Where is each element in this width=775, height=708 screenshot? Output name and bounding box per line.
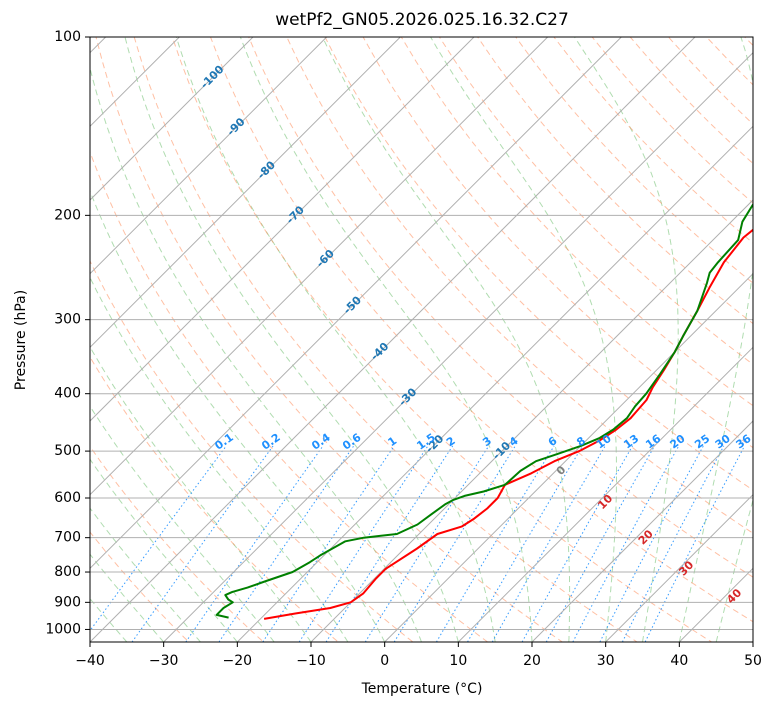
- moist-adiabat: [90, 189, 386, 642]
- plot-area: -100-90-80-70-60-50-40-30-20 -100.1 0.2 0.4…: [90, 37, 753, 642]
- mixing-ratio-line: [131, 445, 274, 642]
- isotherm-line: [310, 199, 753, 642]
- y-tick-label: 600: [54, 490, 81, 506]
- y-axis: 100 200 300 400 500 600 700 800 900 1000: [45, 29, 90, 637]
- moist-adiabat: [322, 37, 571, 642]
- dry-adiabat: [90, 531, 190, 642]
- skewed-isotherms: [90, 37, 753, 642]
- mixing-ratio-line: [621, 445, 725, 642]
- mixing-ratio-line: [262, 445, 395, 642]
- isotherm-line: [90, 37, 475, 422]
- isotherm-line: [163, 51, 753, 642]
- x-tick-label: 40: [670, 653, 688, 669]
- y-tick-label: 300: [54, 312, 81, 328]
- dry-adiabat: [171, 37, 713, 642]
- pressure-gridlines: [90, 37, 753, 630]
- mixing-ratio-line: [325, 445, 454, 642]
- y-tick-label: 700: [54, 530, 81, 546]
- x-tick-label: 20: [523, 653, 541, 669]
- moist-adiabat: [574, 37, 679, 642]
- isotherm-line: [90, 37, 254, 201]
- isotherm-line: [90, 37, 328, 275]
- moist-adiabat: [90, 65, 422, 642]
- moist-adiabat: [430, 37, 617, 642]
- isotherm-line: [605, 493, 753, 642]
- mixing-ratio-line: [521, 445, 633, 642]
- plot-frame: [89, 36, 754, 643]
- dry-adiabat: [95, 37, 564, 642]
- x-tick-label: −20: [223, 653, 253, 669]
- isotherm-line: [90, 37, 622, 570]
- x-tick-label: −40: [75, 653, 105, 669]
- isotherm-line: [90, 37, 401, 349]
- x-tick-label: 0: [380, 653, 389, 669]
- mixing-ratio-line: [467, 445, 584, 642]
- mixing-ratio-line: [218, 445, 355, 642]
- moist-adiabat: [90, 507, 201, 642]
- isotherm-line: [531, 420, 753, 642]
- dry-adiabat: [515, 37, 753, 284]
- moist-adiabat: [90, 553, 165, 642]
- isotherm-line: [90, 37, 696, 642]
- y-tick-label: 1000: [45, 621, 81, 637]
- x-axis: −40 −30 −20 −10 0 10 20 30 40 50: [75, 642, 762, 669]
- dry-adiabat: [90, 259, 414, 642]
- moist-adiabat: [90, 405, 275, 642]
- isotherm-line: [457, 346, 753, 642]
- dry-adiabat: [90, 356, 339, 642]
- mixing-ratio-line: [644, 445, 746, 642]
- mixing-ratio-line: [435, 445, 555, 642]
- dry-adiabat: [324, 37, 753, 491]
- x-tick-label: 50: [744, 653, 762, 669]
- dry-adiabats: [90, 37, 753, 642]
- moist-adiabat: [90, 458, 238, 642]
- mixing-ratio-line: [364, 445, 490, 642]
- moist-adiabat: [678, 37, 753, 642]
- dry-adiabat: [209, 37, 753, 623]
- x-axis-title: Temperature (°C): [361, 681, 483, 697]
- moist-adiabat: [239, 37, 533, 642]
- dry-adiabat: [90, 445, 265, 642]
- isotherm-line: [236, 125, 753, 642]
- moist-adiabat: [124, 37, 459, 642]
- y-tick-label: 200: [54, 207, 81, 223]
- isotherm-line: [90, 37, 549, 496]
- isotherm-line: [384, 272, 753, 642]
- mixing-ratio-line: [545, 445, 656, 642]
- y-tick-label: 500: [54, 443, 81, 459]
- dry-adiabat: [90, 150, 489, 642]
- x-tick-label: 30: [597, 653, 615, 669]
- mixing-ratio-line: [185, 445, 324, 642]
- x-tick-label: 10: [449, 653, 467, 669]
- moist-adiabat: [175, 37, 496, 642]
- moist-adiabat: [90, 276, 349, 642]
- moist-adiabat: [715, 498, 753, 642]
- y-axis-title: Pressure (hPa): [13, 290, 29, 390]
- temperature-profile: [263, 228, 753, 620]
- moist-adiabat: [90, 597, 128, 642]
- y-tick-label: 400: [54, 386, 81, 402]
- x-tick-label: −30: [149, 653, 179, 669]
- y-tick-label: 800: [54, 564, 81, 580]
- y-tick-label: 900: [54, 594, 81, 610]
- dewpoint-profile: [215, 202, 753, 619]
- sounding-profiles: [215, 202, 753, 620]
- dry-adiabat: [248, 37, 753, 578]
- dry-adiabat: [362, 37, 753, 449]
- mixing-ratio-lines: [90, 445, 746, 642]
- y-tick-label: 100: [54, 29, 81, 45]
- chart-title: wetPf2_GN05.2026.025.16.32.C27: [275, 10, 569, 30]
- mixing-ratio-line: [298, 445, 429, 642]
- x-tick-label: −10: [296, 653, 326, 669]
- dry-adiabat: [133, 37, 638, 642]
